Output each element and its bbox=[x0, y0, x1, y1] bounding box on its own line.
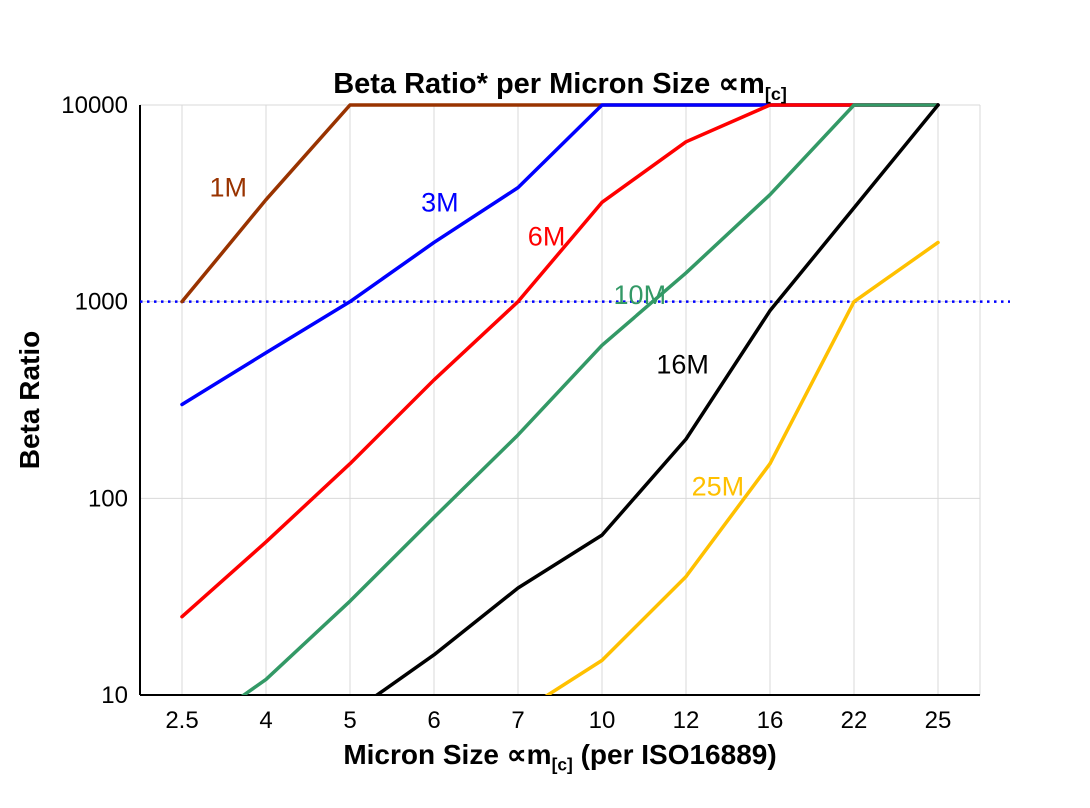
y-tick-label: 100 bbox=[88, 485, 128, 512]
x-tick-label: 5 bbox=[343, 707, 356, 734]
x-axis-label-subscript: [c] bbox=[551, 754, 573, 775]
series-label-3M: 3M bbox=[421, 187, 459, 217]
x-tick-label: 10 bbox=[589, 707, 616, 734]
x-tick-label: 25 bbox=[925, 707, 952, 734]
y-tick-label: 10000 bbox=[61, 92, 128, 119]
x-axis-label: Micron Size ∝m[c] (per ISO16889) bbox=[140, 738, 980, 776]
x-tick-label: 4 bbox=[259, 707, 272, 734]
y-tick-label: 10 bbox=[101, 682, 128, 709]
x-tick-label: 22 bbox=[841, 707, 868, 734]
x-tick-label: 16 bbox=[757, 707, 784, 734]
chart-title-text: Beta Ratio* per Micron Size ∝m bbox=[333, 68, 765, 100]
x-axis-label-text: Micron Size ∝m bbox=[343, 739, 552, 770]
series-label-6M: 6M bbox=[528, 221, 566, 251]
series-label-10M: 10M bbox=[614, 280, 667, 310]
y-tick-label: 1000 bbox=[75, 289, 128, 316]
chart-title-subscript: [c] bbox=[764, 83, 787, 104]
y-axis-label: Beta Ratio bbox=[14, 331, 46, 469]
series-label-16M: 16M bbox=[656, 349, 709, 379]
series-line-16M bbox=[374, 103, 940, 695]
series-label-25M: 25M bbox=[692, 471, 745, 501]
series-line-10M bbox=[240, 103, 940, 695]
series-label-1M: 1M bbox=[209, 173, 247, 203]
chart-title: Beta Ratio* per Micron Size ∝m[c] bbox=[140, 66, 980, 105]
y-axis-label-text: Beta Ratio bbox=[14, 330, 45, 470]
x-tick-label: 6 bbox=[427, 707, 440, 734]
x-axis-label-suffix: (per ISO16889) bbox=[572, 739, 777, 770]
x-tick-label: 2.5 bbox=[165, 707, 198, 734]
series-line-6M bbox=[180, 103, 940, 619]
series-line-25M bbox=[544, 240, 940, 695]
x-tick-label: 7 bbox=[511, 707, 524, 734]
x-tick-label: 12 bbox=[673, 707, 700, 734]
